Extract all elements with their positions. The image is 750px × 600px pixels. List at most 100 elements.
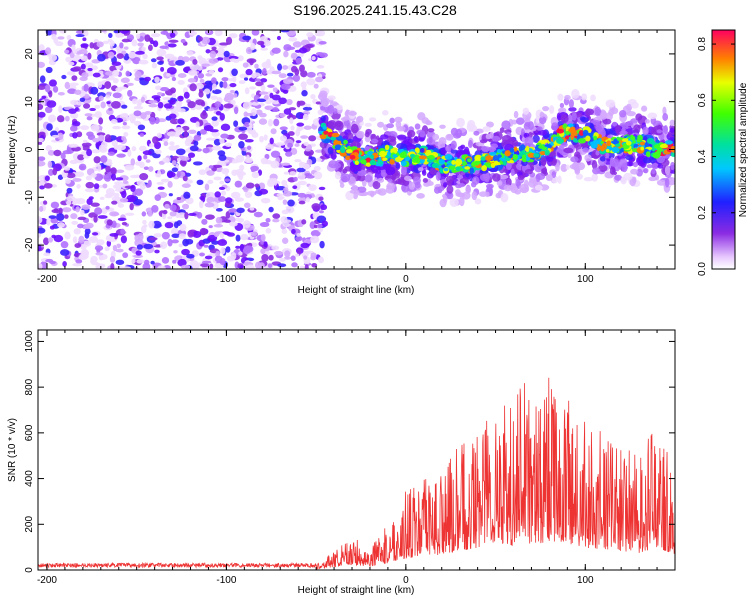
heatmap-cell — [318, 210, 324, 214]
heatmap-cell — [94, 111, 102, 118]
heatmap-cell — [268, 206, 274, 213]
heatmap-cell — [96, 239, 105, 246]
heatmap-cell — [214, 191, 221, 198]
heatmap-cell — [556, 137, 564, 145]
snr-ytick-label: 0 — [24, 567, 35, 573]
heatmap-cell — [197, 55, 203, 60]
heatmap-cell — [640, 146, 645, 151]
heatmap-cell — [299, 113, 305, 119]
heatmap-cell — [263, 94, 269, 101]
heatmap-cell — [38, 263, 43, 269]
heatmap-cell — [290, 125, 295, 131]
heatmap-cell — [316, 30, 322, 37]
heatmap-cell — [626, 140, 632, 146]
heatmap-cell — [293, 176, 298, 182]
heatmap-cell — [415, 157, 421, 164]
heatmap-cell — [205, 214, 215, 220]
heatmap-cell — [303, 125, 312, 130]
heatmap-cell — [544, 149, 550, 156]
heatmap-cell — [331, 132, 340, 138]
heatmap-cell — [319, 90, 328, 99]
heatmap-cell — [195, 121, 200, 128]
snr-xtick-label: -100 — [216, 575, 236, 586]
figure-title: S196.2025.241.15.43.C28 — [293, 2, 457, 18]
heatmap-cell — [111, 100, 121, 109]
heatmap-cell — [161, 138, 169, 143]
heatmap-cell — [584, 154, 592, 162]
heatmap-cell — [111, 173, 117, 181]
heatmap-cell — [148, 220, 155, 229]
heatmap-cell — [95, 252, 104, 256]
heatmap-cell — [102, 40, 110, 45]
heatmap-cell — [87, 67, 93, 72]
heatmap-cell — [115, 169, 125, 173]
heatmap-cell — [226, 255, 235, 262]
heatmap-cell — [168, 113, 177, 119]
heatmap-cell — [279, 257, 286, 262]
heatmap-cell — [176, 170, 181, 178]
heatmap-cell — [156, 181, 164, 185]
heatmap-cell — [187, 101, 196, 109]
heatmap-cell — [219, 112, 225, 121]
heatmap-cell — [250, 231, 258, 237]
heatmap-cell — [421, 117, 429, 124]
heatmap-cell — [143, 166, 149, 171]
heatmap-cell — [187, 78, 197, 83]
heatmap-cell — [206, 196, 215, 204]
heatmap-cell — [67, 88, 77, 95]
heatmap-cell — [598, 164, 608, 172]
heatmap-cell — [164, 53, 175, 60]
heatmap-cell — [72, 120, 81, 127]
heatmap-cell — [349, 163, 359, 173]
heatmap-cell — [603, 128, 614, 135]
heatmap-cell — [122, 252, 129, 259]
heatmap-cell — [590, 94, 596, 102]
heatmap-cell — [323, 130, 329, 135]
heatmap-cell — [263, 39, 271, 47]
heatmap-cell — [157, 169, 162, 178]
heatmap-cell — [47, 160, 53, 169]
heatmap-cell — [606, 140, 612, 147]
heatmap-cell — [270, 128, 277, 135]
heatmap-cell — [145, 159, 151, 163]
heatmap-cell — [510, 168, 515, 177]
heatmap-cell — [171, 93, 177, 99]
heatmap-cell — [85, 175, 92, 181]
heatmap-cell — [72, 66, 82, 72]
heatmap-cell — [343, 139, 348, 145]
heatmap-cell — [84, 232, 90, 239]
heatmap-cell — [199, 128, 207, 135]
heatmap-cell — [196, 179, 204, 186]
heatmap-cell — [256, 40, 265, 46]
heatmap-cell — [115, 117, 124, 123]
heatmap-cell — [92, 72, 101, 78]
heatmap-cell — [189, 62, 200, 71]
heatmap-cell — [319, 52, 328, 58]
heatmap-cell — [138, 59, 149, 65]
heatmap-cell — [154, 149, 162, 155]
heatmap-cell — [89, 42, 94, 49]
heatmap-cell — [199, 252, 205, 257]
heatmap-cell — [295, 140, 302, 144]
heatmap-cell — [591, 173, 599, 182]
heatmap-cell — [492, 135, 501, 142]
heatmap-cell — [223, 50, 230, 58]
heatmap-cell — [79, 165, 85, 170]
heatmap-cell — [276, 35, 281, 41]
heatmap-cell — [43, 237, 49, 246]
heatmap-cell — [60, 152, 66, 160]
heatmap-cell — [340, 173, 351, 183]
heatmap-cell — [185, 197, 194, 205]
heatmap-cell — [599, 156, 606, 162]
heatmap-cell — [297, 100, 306, 106]
heatmap-cell — [563, 147, 574, 154]
heatmap-cell — [251, 30, 260, 36]
heatmap-cell — [219, 232, 225, 239]
snr-ytick-label: 1000 — [24, 330, 35, 353]
heatmap-cell — [123, 53, 130, 61]
heatmap-cell — [43, 252, 51, 257]
heatmap-cell — [498, 174, 509, 180]
heatmap-cell — [632, 161, 639, 168]
heatmap-cell — [281, 228, 288, 234]
heatmap-cell — [51, 134, 60, 138]
